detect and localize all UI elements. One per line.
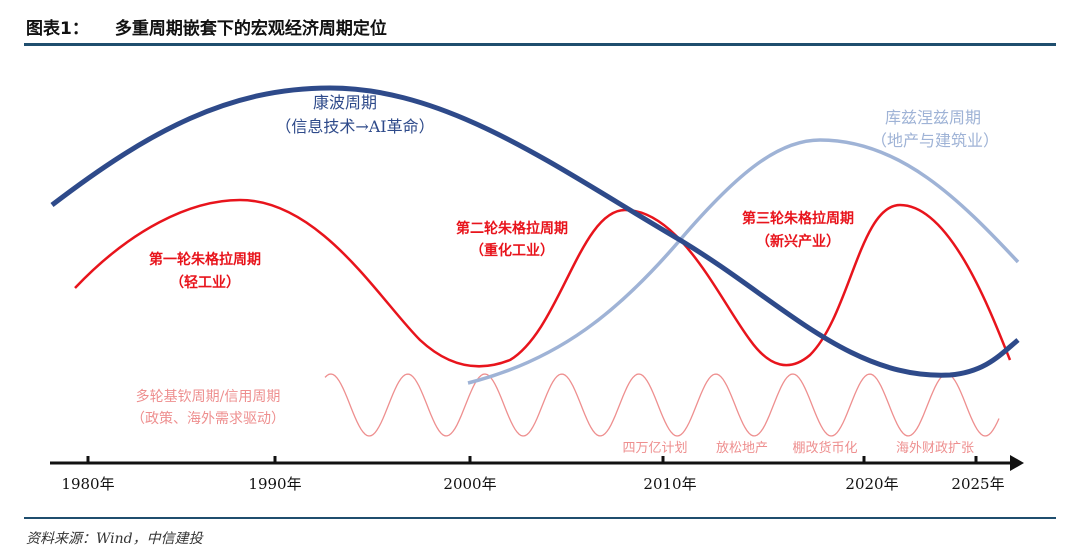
event-label: 放松地产 [716,441,768,456]
kuznets-label: 库兹涅兹周期 [885,108,981,127]
kuznets-cycle-line [467,138,1020,385]
kitchin-cycle-line [324,373,1000,437]
header-rule [24,43,1056,46]
axis-label: 2010年 [643,475,696,493]
figure-number: 图表1： [26,19,89,39]
axis-label: 2020年 [845,475,898,493]
footer-rule [24,517,1056,519]
event-label: 海外财政扩张 [896,441,974,456]
axis-label: 1990年 [248,475,301,493]
kitchin-sublabel: （政策、海外需求驱动） [131,410,285,427]
kondratiev-label: 康波周期 [313,93,377,112]
axis-label: 1980年 [61,475,114,493]
juglar2-sublabel: （重化工业） [470,242,554,259]
kitchin-label: 多轮基钦周期/信用周期 [136,388,281,405]
juglar1-label: 第一轮朱格拉周期 [149,251,261,268]
kondratiev-cycle-line [50,85,1020,378]
axis-ticks [86,456,978,463]
axis-arrow-icon [1010,455,1024,471]
juglar-cycle-line [74,198,1012,368]
axis-label: 2025年 [951,475,1004,493]
figure-title: 图表1： 多重周期嵌套下的宏观经济周期定位 [26,14,387,39]
juglar2-label: 第二轮朱格拉周期 [456,220,568,237]
figure-title-text: 多重周期嵌套下的宏观经济周期定位 [114,19,387,39]
kuznets-sublabel: （地产与建筑业） [871,131,999,150]
source-note: 资料来源：Wind，中信建投 [26,531,203,547]
axis-label: 2000年 [443,475,496,493]
juglar1-sublabel: （轻工业） [170,274,240,291]
event-label: 棚改货币化 [792,440,857,456]
kondratiev-sublabel: （信息技术→AI革命） [275,117,434,136]
juglar3-label: 第三轮朱格拉周期 [742,210,854,227]
juglar3-sublabel: （新兴产业） [756,233,840,250]
event-label: 四万亿计划 [622,441,687,456]
